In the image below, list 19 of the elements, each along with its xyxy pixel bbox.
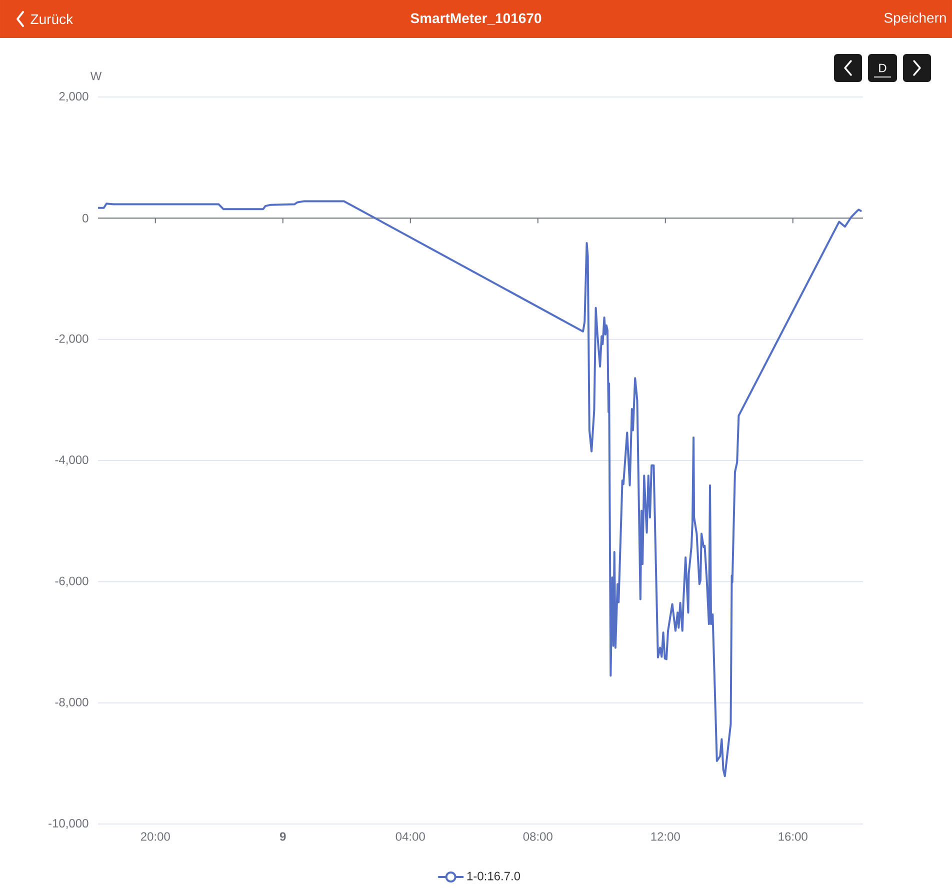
y-axis-title: W [90, 72, 102, 80]
text: Zurück [30, 14, 74, 24]
x-tick-label: 04:00 [396, 832, 425, 841]
x-tick-label: 20:00 [140, 832, 170, 841]
y-tick-label: 0 [82, 214, 88, 222]
chart-title: SmartMeter_101670 [410, 13, 542, 25]
x-tick-label: 9 [280, 832, 286, 841]
y-tick-label: -8,000 [55, 698, 88, 708]
y-tick-label: -2,000 [55, 334, 88, 344]
x-tick-label: 16:00 [778, 832, 808, 841]
y-tick-label: 2,000 [59, 92, 88, 102]
y-tick-label: -6,000 [55, 576, 88, 587]
y-tick-label: -4,000 [55, 456, 88, 466]
text: D [879, 64, 886, 72]
x-tick-label: 12:00 [651, 832, 680, 841]
legend-label: 1-0:16.7.0 [467, 872, 520, 880]
y-tick-label: -10,000 [48, 819, 88, 829]
x-tick-label: 08:00 [523, 832, 552, 841]
text: Speichern [884, 12, 946, 26]
